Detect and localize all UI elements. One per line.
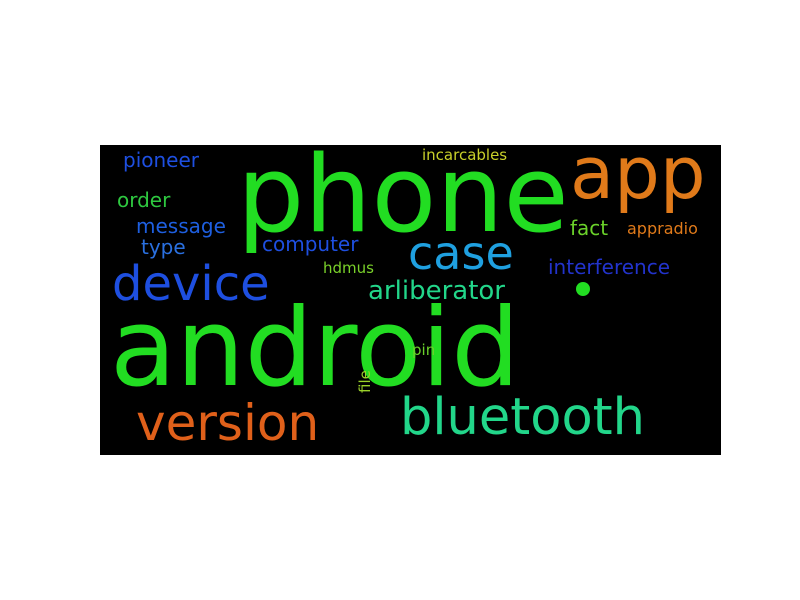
word-pioneer: pioneer [123, 148, 199, 172]
word-fact: fact [570, 216, 609, 240]
word-incarcables: incarcables [422, 146, 508, 164]
word-bluetooth: bluetooth [400, 388, 645, 447]
word-pin: pin [412, 341, 436, 359]
word-cloud: android phone app bluetooth version devi… [100, 145, 721, 455]
word-file: file [356, 370, 374, 393]
word-computer: computer [262, 232, 359, 256]
dot-mark [576, 282, 590, 296]
word-interference: interference [548, 255, 671, 279]
word-version: version [136, 394, 320, 452]
word-phone: phone [237, 145, 569, 256]
word-appradio: appradio [627, 219, 698, 238]
word-hdmus: hdmus [323, 259, 374, 277]
word-order: order [117, 188, 171, 212]
word-device: device [112, 256, 270, 312]
word-android: android [110, 286, 520, 411]
word-type: type [141, 235, 186, 259]
word-case: case [408, 226, 514, 280]
word-arliberator: arliberator [368, 276, 505, 306]
word-app: app [570, 145, 706, 215]
word-message: message [136, 214, 226, 238]
